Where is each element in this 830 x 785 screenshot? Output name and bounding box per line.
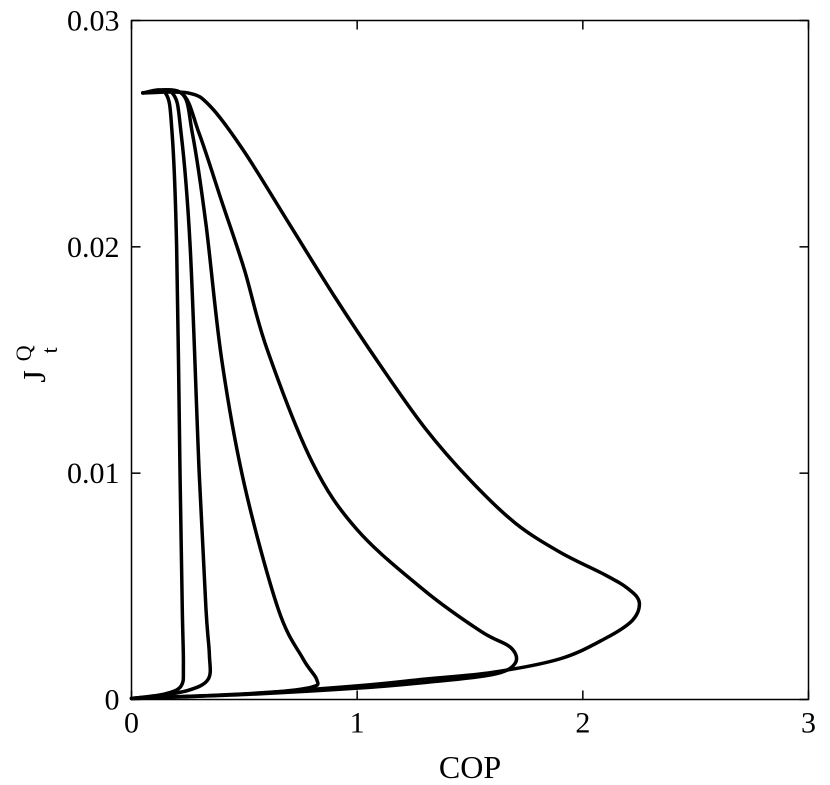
y-axis-label-sup: Q [11,345,36,361]
y-tick-label: 0.01 [67,457,120,490]
y-tick-label: 0.02 [67,231,120,264]
x-tick-label: 1 [350,707,365,740]
y-tick-label: 0.03 [67,5,120,38]
series-line-4 [129,88,519,701]
y-tick-label: 0 [105,684,120,717]
y-axis-label-main: J [16,370,52,382]
series-line-3 [129,88,320,701]
series-line-1 [129,88,186,701]
plot-frame [130,19,810,701]
curves [129,88,642,701]
x-tick-label: 0 [124,707,139,740]
y-axis-label: J Q t [2,337,62,382]
ticks [130,19,810,701]
svg-text:J Q t: J Q t [2,337,62,382]
x-tick-label: 2 [575,707,590,740]
tick-labels: 0 1 2 3 0 0.01 0.02 0.03 [67,5,816,740]
x-tick-label: 3 [801,707,816,740]
series-line-5 [129,90,642,701]
y-axis-label-sub: t [37,347,62,353]
series-line-2 [129,88,213,701]
x-axis-label: COP [439,749,501,785]
